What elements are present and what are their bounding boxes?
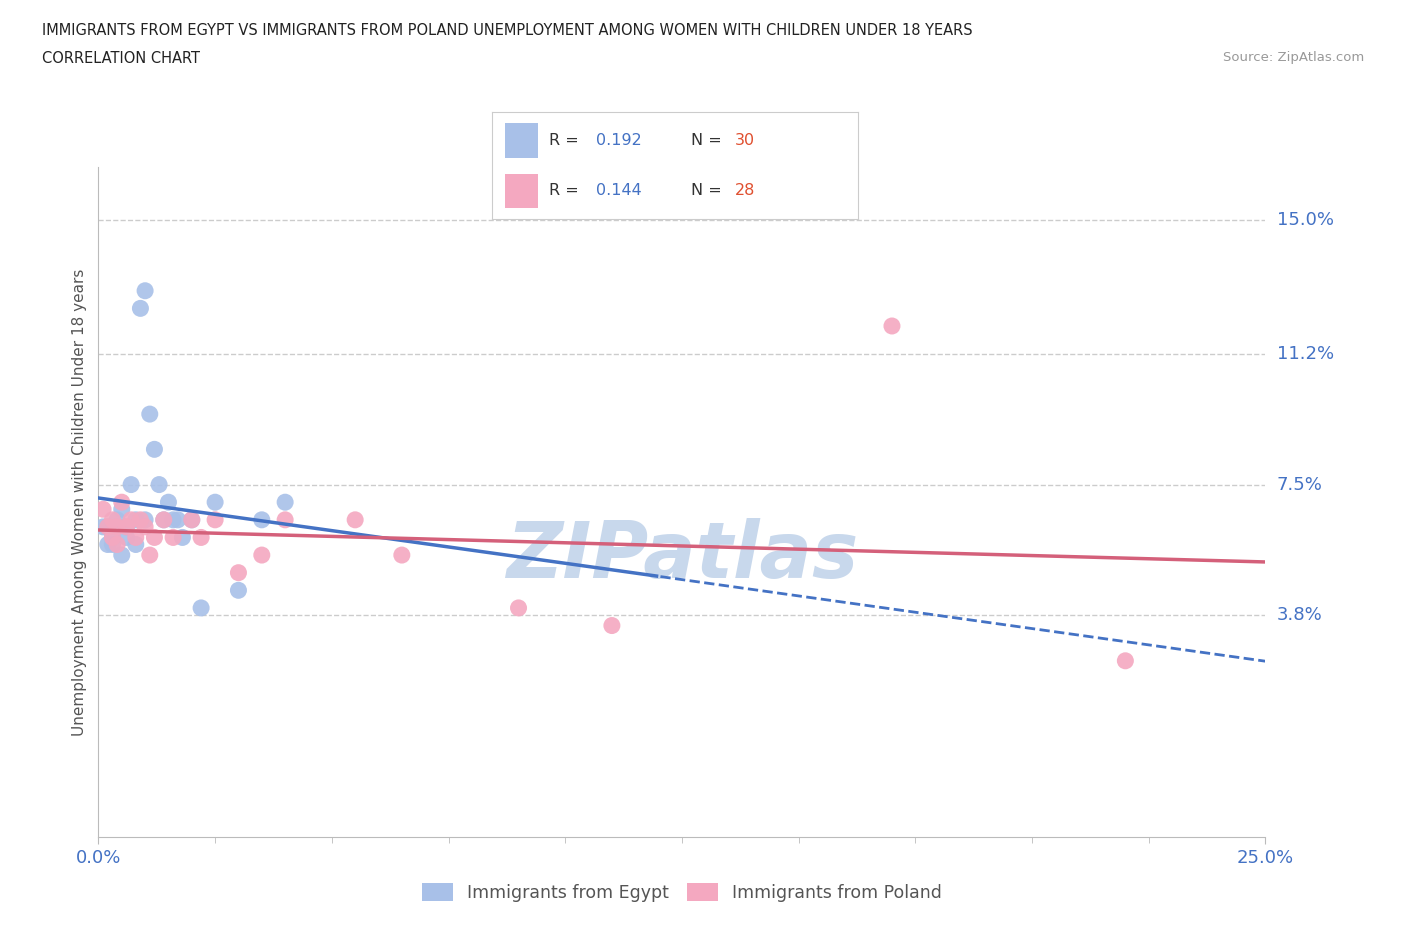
Point [880, 319, 903, 334]
Point [148, 477, 170, 492]
Point [125, 530, 148, 545]
Text: 30: 30 [735, 133, 755, 148]
Point [134, 284, 156, 299]
Point [162, 512, 184, 527]
Text: N =: N = [692, 133, 727, 148]
Point [120, 477, 142, 492]
Point [105, 520, 128, 535]
Text: ZIPatlas: ZIPatlas [506, 518, 858, 593]
Point [125, 537, 148, 551]
Point [1114, 654, 1136, 669]
Point [111, 548, 134, 563]
Point [274, 495, 297, 510]
Bar [505, 124, 537, 157]
Point [129, 301, 152, 316]
Point [190, 601, 212, 616]
Point [115, 530, 138, 545]
Point [344, 512, 367, 527]
Point [139, 548, 162, 563]
Point [115, 520, 138, 535]
Point [228, 565, 250, 580]
Point [91, 502, 114, 517]
Text: CORRELATION CHART: CORRELATION CHART [42, 51, 200, 66]
Y-axis label: Unemployment Among Women with Children Under 18 years: Unemployment Among Women with Children U… [72, 269, 87, 736]
Bar [505, 174, 537, 208]
Text: N =: N = [692, 183, 727, 198]
Point [129, 512, 152, 527]
Point [97, 520, 120, 535]
Text: R =: R = [548, 133, 583, 148]
Text: 15.0%: 15.0% [1277, 211, 1333, 230]
Point [101, 530, 124, 545]
Point [180, 512, 202, 527]
Text: 0.192: 0.192 [596, 133, 643, 148]
Text: 0.144: 0.144 [596, 183, 643, 198]
Point [111, 495, 134, 510]
Text: 7.5%: 7.5% [1277, 475, 1323, 494]
Point [180, 512, 202, 527]
Point [600, 618, 623, 633]
Point [391, 548, 413, 563]
Point [228, 583, 250, 598]
Point [111, 502, 134, 517]
Point [152, 512, 174, 527]
Point [143, 530, 166, 545]
Point [101, 537, 124, 551]
Point [162, 530, 184, 545]
Point [134, 520, 156, 535]
Point [101, 530, 124, 545]
Legend: Immigrants from Egypt, Immigrants from Poland: Immigrants from Egypt, Immigrants from P… [415, 876, 949, 909]
Point [250, 548, 273, 563]
Point [204, 495, 226, 510]
Point [143, 442, 166, 457]
Text: R =: R = [548, 183, 583, 198]
Point [190, 530, 212, 545]
Point [101, 512, 124, 527]
Point [274, 512, 297, 527]
Point [157, 495, 180, 510]
Point [97, 537, 120, 551]
Text: Source: ZipAtlas.com: Source: ZipAtlas.com [1223, 51, 1364, 64]
Point [120, 512, 142, 527]
Point [105, 512, 128, 527]
Point [166, 512, 188, 527]
Point [97, 520, 120, 535]
Text: IMMIGRANTS FROM EGYPT VS IMMIGRANTS FROM POLAND UNEMPLOYMENT AMONG WOMEN WITH CH: IMMIGRANTS FROM EGYPT VS IMMIGRANTS FROM… [42, 23, 973, 38]
Text: 28: 28 [735, 183, 755, 198]
Point [204, 512, 226, 527]
Point [139, 406, 162, 421]
Point [115, 520, 138, 535]
Text: 11.2%: 11.2% [1277, 345, 1334, 364]
Point [134, 512, 156, 527]
Point [105, 537, 128, 551]
Point [91, 520, 114, 535]
Point [508, 601, 530, 616]
Point [125, 512, 148, 527]
Point [172, 530, 194, 545]
Point [152, 512, 174, 527]
Point [250, 512, 273, 527]
Text: 3.8%: 3.8% [1277, 606, 1322, 624]
